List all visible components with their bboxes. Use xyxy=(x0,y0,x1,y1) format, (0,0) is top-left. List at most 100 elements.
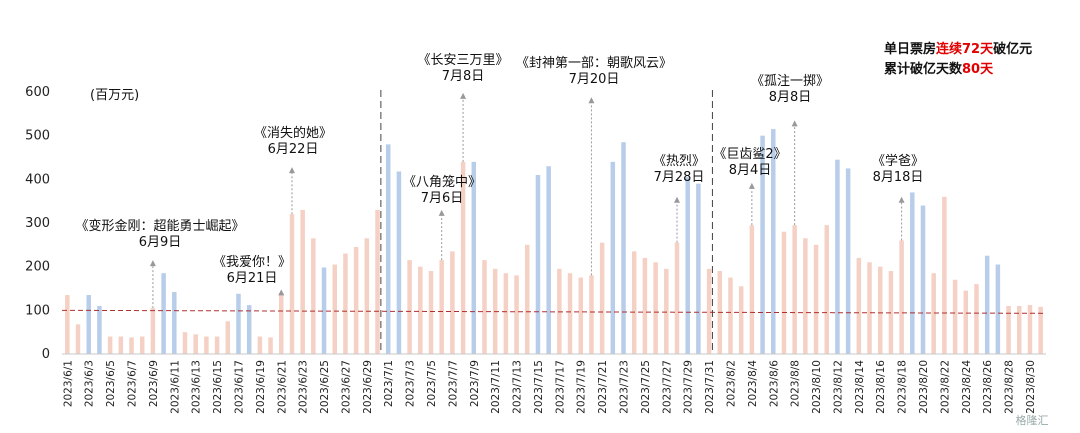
bar xyxy=(193,334,198,354)
bar xyxy=(728,277,733,354)
bar xyxy=(589,275,594,354)
bar xyxy=(139,336,145,354)
unit-label: (百万元) xyxy=(90,88,139,103)
x-tick-label: 2023/6/15 xyxy=(212,360,224,414)
x-tick-label: 2023/6/19 xyxy=(255,360,267,414)
bar xyxy=(877,266,883,354)
x-tick-label: 2023/7/21 xyxy=(597,360,609,414)
annotation-arrow xyxy=(149,260,156,267)
bar xyxy=(268,337,273,354)
x-tick-label: 2023/6/7 xyxy=(127,360,139,407)
bar xyxy=(792,225,797,354)
bar xyxy=(514,275,519,354)
annotation-title: 《变形金刚：超能勇士崛起》 xyxy=(75,218,244,234)
bar xyxy=(65,295,70,354)
x-tick-label: 2023/7/3 xyxy=(405,360,417,407)
reference-line-100 xyxy=(61,309,1047,314)
y-tick-label: 600 xyxy=(25,85,50,100)
y-tick-label: 500 xyxy=(25,129,50,144)
bar xyxy=(952,279,958,354)
watermark: 格隆汇 xyxy=(1016,413,1049,427)
bar xyxy=(738,286,744,354)
x-tick-label: 2023/7/5 xyxy=(426,360,438,407)
x-tick-label: 2023/6/25 xyxy=(319,360,331,414)
annotation-date: 8月8日 xyxy=(769,90,812,105)
bar xyxy=(856,257,862,354)
annotation-title: 《孤注一掷》 xyxy=(751,74,829,89)
annotation-date: 7月8日 xyxy=(442,69,485,84)
annotation-date: 7月28日 xyxy=(654,170,705,185)
bar xyxy=(172,291,177,354)
annotation-date: 6月22日 xyxy=(268,142,319,157)
x-tick-label: 2023/7/17 xyxy=(554,360,566,414)
bar xyxy=(236,293,241,354)
x-tick-label: 2023/8/14 xyxy=(854,360,866,414)
bar xyxy=(685,177,690,354)
bar xyxy=(1006,305,1011,354)
summary-line-1: 单日票房连续72天破亿元 xyxy=(884,41,1032,57)
bar xyxy=(760,135,765,354)
bar xyxy=(150,308,156,354)
annotation-date: 6月21日 xyxy=(227,271,278,286)
bar xyxy=(824,225,829,354)
bar xyxy=(214,336,220,354)
annotation-arrow xyxy=(438,209,445,216)
bar xyxy=(75,324,81,354)
y-tick-label: 200 xyxy=(25,260,50,275)
annotation-arrow xyxy=(460,92,467,99)
bar xyxy=(567,273,573,354)
x-tick-label: 2023/6/13 xyxy=(191,360,203,414)
bar xyxy=(321,267,327,354)
x-tick-label: 2023/7/13 xyxy=(512,360,524,414)
bar xyxy=(289,214,295,354)
y-tick-label: 400 xyxy=(25,172,50,187)
x-tick-label: 2023/8/6 xyxy=(768,360,780,407)
x-tick-label: 2023/8/26 xyxy=(982,360,994,414)
bar xyxy=(439,260,444,354)
bar xyxy=(129,337,134,354)
annotation-arrow xyxy=(791,120,798,127)
annotation-title: 《热烈》 xyxy=(653,154,705,169)
bar xyxy=(963,290,969,354)
annotation: 《学爸》8月18日 xyxy=(872,153,924,241)
annotation-arrow xyxy=(288,167,295,174)
bar xyxy=(364,238,370,354)
x-tick-label: 2023/8/20 xyxy=(918,360,930,414)
bar xyxy=(813,244,819,354)
bar xyxy=(706,268,712,354)
bar xyxy=(674,242,680,354)
bar xyxy=(385,144,391,354)
bar xyxy=(1038,306,1043,354)
x-tick-label: 2023/7/29 xyxy=(683,360,695,414)
annotation-title: 《消失的她》 xyxy=(254,125,332,141)
bar xyxy=(696,183,701,354)
bar xyxy=(225,321,231,354)
x-tick-label: 2023/8/28 xyxy=(1004,360,1016,414)
x-tick-label: 2023/7/25 xyxy=(640,360,652,414)
bar xyxy=(246,305,252,354)
x-tick-label: 2023/8/22 xyxy=(939,360,951,414)
y-tick-label: 0 xyxy=(42,347,50,362)
bar xyxy=(257,336,263,354)
bar xyxy=(525,244,530,354)
bar xyxy=(653,262,658,354)
bar xyxy=(407,260,412,354)
bar xyxy=(332,264,337,354)
annotation-title: 《我爱你！》 xyxy=(213,255,291,270)
x-tick-label: 2023/7/23 xyxy=(619,360,631,414)
bar xyxy=(97,305,102,354)
bar xyxy=(995,264,1001,354)
annotation: 《长安三万里》7月8日 xyxy=(417,53,509,162)
annotation-date: 6月9日 xyxy=(139,235,182,250)
annotation-title: 《长安三万里》 xyxy=(417,53,508,68)
bar xyxy=(182,332,188,354)
bar xyxy=(418,266,423,354)
bar xyxy=(353,247,359,354)
bar xyxy=(910,192,915,354)
x-tick-label: 2023/6/23 xyxy=(298,360,310,414)
x-tick-label: 2023/8/12 xyxy=(832,360,844,414)
bar xyxy=(899,240,904,354)
bar xyxy=(920,205,926,354)
bar xyxy=(749,225,755,354)
